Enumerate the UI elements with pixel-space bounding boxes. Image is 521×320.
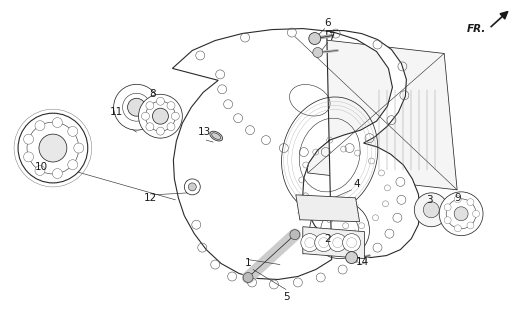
Text: 13: 13: [197, 127, 211, 137]
Text: 3: 3: [426, 195, 432, 205]
Text: 4: 4: [353, 179, 360, 189]
Circle shape: [18, 113, 88, 183]
Circle shape: [146, 102, 154, 110]
Circle shape: [467, 222, 474, 229]
Circle shape: [39, 134, 67, 162]
Circle shape: [153, 108, 168, 124]
Circle shape: [167, 123, 175, 131]
Circle shape: [167, 102, 175, 110]
Circle shape: [156, 127, 165, 135]
Text: 2: 2: [325, 234, 331, 244]
Circle shape: [290, 230, 300, 240]
Circle shape: [454, 196, 461, 203]
Circle shape: [23, 134, 33, 144]
Circle shape: [473, 210, 479, 217]
Circle shape: [301, 234, 319, 252]
Circle shape: [74, 143, 84, 153]
Circle shape: [35, 121, 45, 131]
Circle shape: [454, 225, 461, 232]
Circle shape: [467, 199, 474, 205]
Circle shape: [243, 273, 253, 283]
Circle shape: [53, 169, 63, 179]
Circle shape: [343, 234, 361, 252]
Circle shape: [309, 33, 321, 44]
Circle shape: [68, 160, 78, 170]
Circle shape: [444, 204, 451, 211]
Circle shape: [184, 179, 200, 195]
Circle shape: [114, 84, 159, 130]
Circle shape: [188, 183, 196, 191]
Circle shape: [454, 207, 468, 221]
Polygon shape: [172, 28, 420, 279]
Text: 14: 14: [356, 257, 369, 267]
Ellipse shape: [210, 131, 222, 141]
Text: FR.: FR.: [467, 24, 487, 34]
Circle shape: [35, 165, 45, 175]
Circle shape: [444, 217, 451, 224]
Text: 9: 9: [455, 193, 462, 203]
Polygon shape: [295, 36, 457, 190]
Text: 7: 7: [328, 32, 335, 42]
Circle shape: [171, 112, 179, 120]
Circle shape: [313, 47, 322, 58]
Text: 5: 5: [283, 292, 290, 302]
Text: 11: 11: [110, 107, 123, 117]
Circle shape: [329, 234, 346, 252]
Circle shape: [423, 202, 439, 218]
Circle shape: [139, 94, 182, 138]
Text: 8: 8: [149, 89, 156, 99]
Text: 12: 12: [144, 193, 157, 203]
Circle shape: [23, 152, 33, 162]
Circle shape: [53, 117, 63, 128]
Circle shape: [315, 234, 333, 252]
Circle shape: [414, 193, 448, 227]
Text: 6: 6: [325, 18, 331, 28]
Polygon shape: [296, 195, 359, 222]
Circle shape: [68, 126, 78, 136]
Circle shape: [439, 192, 483, 236]
Polygon shape: [303, 227, 365, 259]
Circle shape: [345, 252, 357, 264]
Text: 10: 10: [34, 162, 47, 172]
Circle shape: [156, 97, 165, 105]
Circle shape: [128, 98, 145, 116]
Circle shape: [142, 112, 150, 120]
Text: 1: 1: [245, 258, 251, 268]
Circle shape: [146, 123, 154, 131]
